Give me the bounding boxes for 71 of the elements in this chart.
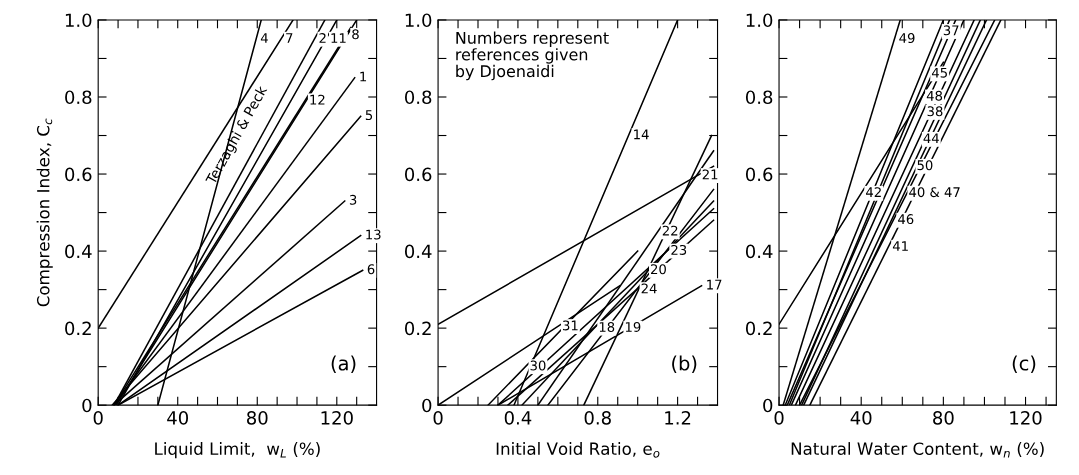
- annotation: 18: [599, 321, 615, 332]
- annotation: 42: [866, 187, 881, 197]
- y-tick-label: 0.2: [65, 321, 91, 336]
- annotation: 17: [707, 279, 722, 290]
- x-tick-label: 120: [321, 411, 353, 425]
- annotation: 4: [260, 33, 268, 43]
- x-tick-label: 0: [774, 411, 784, 425]
- y-tick-label: 0.6: [65, 167, 92, 182]
- x-axis-title: Natural Water Content, w$_{n}$ (%): [791, 442, 1044, 458]
- x-tick-label: 80: [247, 411, 268, 425]
- annotation: 41: [892, 241, 908, 251]
- x-tick-label: 120: [1010, 411, 1042, 425]
- annotation: 22: [662, 225, 678, 236]
- annotation: 30: [530, 360, 546, 371]
- annotation: 38: [927, 106, 943, 117]
- x-tick-label: 1.2: [665, 411, 691, 425]
- x-tick-label: 0: [93, 411, 103, 425]
- annotation: (b): [672, 355, 697, 373]
- annotation: 46: [898, 214, 914, 225]
- annotation: 40 & 47: [909, 187, 960, 198]
- y-tick-label: 0.8: [65, 90, 92, 105]
- annotation: 49: [899, 33, 915, 44]
- y-tick-label: 0: [422, 398, 432, 413]
- annotation: 45: [931, 67, 947, 78]
- annotation: 24: [641, 283, 657, 294]
- annotation: 31: [563, 320, 578, 331]
- annotation: 7: [286, 33, 293, 43]
- annotation: 8: [352, 29, 359, 40]
- x-axis-title: Initial Void Ratio, e$_{o}$: [496, 442, 660, 458]
- annotation: 37: [943, 25, 959, 36]
- x-tick-label: 40: [850, 411, 872, 425]
- y-tick-label: 1.0: [65, 13, 92, 28]
- y-tick-label: 0.4: [745, 244, 773, 259]
- y-axis-title: Compression Index, C$_{c}$: [36, 118, 53, 307]
- y-tick-label: 0.8: [745, 90, 773, 105]
- x-tick-label: 40: [167, 411, 189, 425]
- annotation: 14: [634, 129, 649, 140]
- y-tick-label: 0.6: [745, 167, 773, 182]
- annotation: (c): [1012, 355, 1036, 373]
- annotation: 5: [365, 110, 373, 121]
- annotation: 21: [702, 169, 718, 180]
- y-tick-label: 1.0: [746, 13, 773, 28]
- y-tick-label: 0.2: [404, 321, 431, 336]
- annotation: 23: [671, 244, 687, 255]
- x-axis-title: Liquid Limit, w$_{L}$ (%): [155, 442, 320, 459]
- y-tick-label: 0.4: [65, 244, 92, 259]
- annotation: 3: [349, 194, 357, 205]
- annotation: 1: [360, 71, 367, 82]
- annotation: (a): [331, 355, 356, 373]
- annotation: 20: [651, 264, 666, 275]
- y-tick-label: 0.6: [404, 167, 432, 182]
- annotation: 44: [923, 133, 939, 144]
- annotation: 50: [917, 160, 933, 171]
- annotation: 19: [625, 321, 641, 332]
- annotation: 2: [319, 33, 326, 43]
- x-tick-label: 0.8: [584, 411, 611, 425]
- annotation: 11: [331, 33, 346, 43]
- annotation: 12: [310, 94, 325, 105]
- x-tick-label: 0: [433, 411, 443, 425]
- y-tick-label: 0.2: [745, 321, 772, 336]
- x-tick-label: 0.4: [504, 411, 532, 425]
- annotation: 6: [367, 264, 375, 275]
- y-tick-label: 1.0: [405, 13, 432, 28]
- x-tick-label: 80: [933, 411, 954, 425]
- y-tick-label: 0: [82, 398, 92, 413]
- annotation: Numbers represent references given by Djoenaidi: [456, 31, 609, 81]
- y-tick-label: 0.4: [404, 244, 432, 259]
- y-tick-label: 0: [763, 398, 773, 413]
- annotation: 48: [926, 90, 943, 101]
- y-tick-label: 0.8: [404, 90, 432, 105]
- annotation: 13: [366, 229, 381, 240]
